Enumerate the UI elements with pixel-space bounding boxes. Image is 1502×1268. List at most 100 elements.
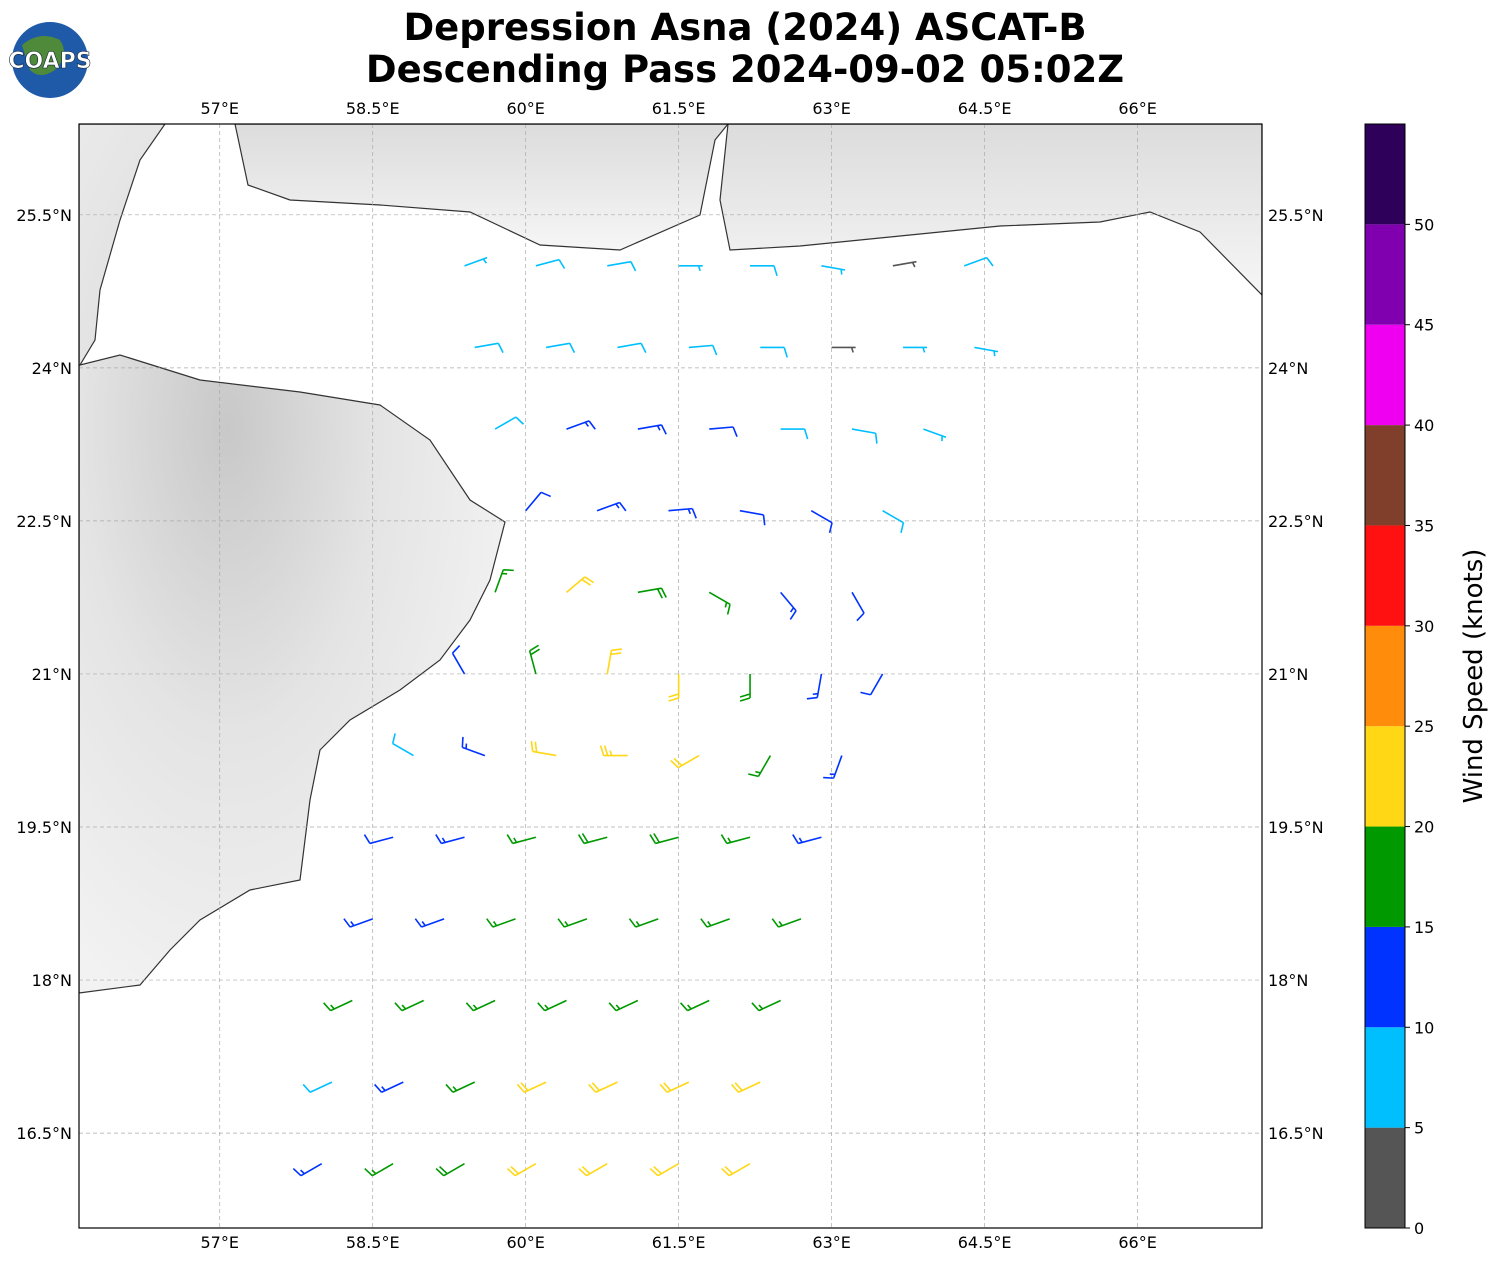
wind-barb [545,342,576,353]
colorbar-tick-label: 15 [1414,918,1434,937]
wind-barb [506,834,537,845]
wind-barb [780,591,797,620]
chart-subtitle: Descending Pass 2024-09-02 05:02Z [366,48,1124,91]
wind-barb [771,918,802,928]
land-oman [79,124,506,994]
wind-barb [892,260,917,268]
y-tick-label: 25.5°N [1268,206,1324,225]
wind-barb [494,568,514,593]
wind-barb [374,1081,404,1093]
wind-barb [606,648,622,675]
wind-barb [435,1163,465,1177]
wind-barb [810,510,833,534]
wind-barb [668,507,697,519]
y-tick-label: 22.5°N [1268,512,1324,531]
y-tick-label: 18°N [32,971,72,990]
x-tick-label: 61.5°E [652,99,706,118]
y-tick-label: 21°N [32,665,72,684]
wind-barb [649,1163,680,1177]
wind-barb [535,258,566,269]
wind-barb [516,1081,547,1093]
x-tick-label: 58.5°E [346,1233,400,1252]
colorbar-tick-label: 10 [1414,1018,1434,1037]
colorbar-tick-label: 45 [1414,316,1434,335]
wind-barb [923,428,947,442]
wind-barb [637,424,667,435]
colorbar-segment [1365,224,1405,325]
wind-barb [530,740,557,757]
wind-barb [903,346,928,353]
land-iran-east [719,124,1262,296]
y-tick-label: 21°N [1268,665,1308,684]
wind-barb [464,256,488,267]
wind-barb [649,833,679,845]
wind-barb [596,501,627,512]
wind-barb [578,1163,608,1177]
wind-barb [494,416,525,430]
wind-barb [445,1081,476,1093]
y-tick-label: 19.5°N [1268,818,1324,837]
wind-barb [750,265,778,277]
wind-barb [709,426,738,437]
wind-barb [780,428,809,440]
y-tick-label: 16.5°N [16,1124,72,1143]
x-tick-label: 64.5°E [958,99,1012,118]
logo-land [22,36,64,75]
colorbar-segment [1365,726,1405,827]
colorbar-tick-label: 20 [1414,818,1434,837]
map-frame [78,123,1263,1229]
wind-barb [823,755,843,779]
wind-barb [394,999,425,1012]
wind-barb [720,834,751,845]
wind-barb [557,918,588,928]
wind-barbs [292,256,999,1177]
logo: COAPS [8,22,92,98]
colorbar-segment [1365,324,1405,426]
wind-barb [821,265,846,275]
wind-barb [860,673,884,696]
wind-barb [679,999,710,1012]
colorbar-segment [1365,1127,1405,1228]
wind-barb [525,491,552,512]
wind-barb [670,754,700,769]
wind-barb [748,755,772,778]
wind-barb [486,918,516,928]
y-tick-label: 19.5°N [16,818,72,837]
wind-barb [882,510,905,534]
x-tick-label: 66°E [1118,1233,1156,1252]
colorbar-segment [1365,826,1405,927]
wind-barb [528,644,541,675]
colorbar-segment [1365,926,1405,1028]
colorbar-tick-label: 5 [1414,1119,1424,1138]
wind-barb [364,1163,394,1177]
wind-barb [537,999,567,1012]
wind-barb [414,918,445,928]
colorbar-frame [1364,123,1406,1229]
colorbar-segment [1365,625,1405,727]
chart-title: Depression Asna (2024) ASCAT-B [403,6,1086,49]
wind-barb [730,1081,761,1093]
y-tick-label: 24°N [1268,359,1308,378]
wind-barb [659,1081,690,1093]
wind-barb [668,673,680,702]
colorbar-segment [1365,1027,1405,1128]
wind-barb [302,1081,333,1093]
wind-barb [588,1081,618,1093]
wind-barb [435,834,465,845]
wind-barb [628,918,659,928]
colorbar: 0 5 10 15 20 25 30 35 40 45 50 Wind Speed (knots) [1364,123,1489,1238]
map-area [79,124,1262,1228]
colorbar-segment [1365,124,1405,225]
wind-barb [851,591,865,622]
wind-barb [760,346,789,358]
colorbar-label: Wind Speed (knots) [1459,549,1489,804]
axis-ticks: 57°E 57°E 58.5°E 58.5°E 60°E 60°E 61.5°E 61.5°E… [16,99,1323,1252]
wind-barb [637,587,667,599]
wind-barb [751,999,781,1012]
land-iran-west [234,124,729,251]
x-tick-label: 61.5°E [652,1233,706,1252]
wind-barb [739,509,766,526]
wind-barb [565,576,595,593]
colorbar-tick-label: 40 [1414,416,1434,435]
y-tick-label: 16.5°N [1268,1124,1324,1143]
